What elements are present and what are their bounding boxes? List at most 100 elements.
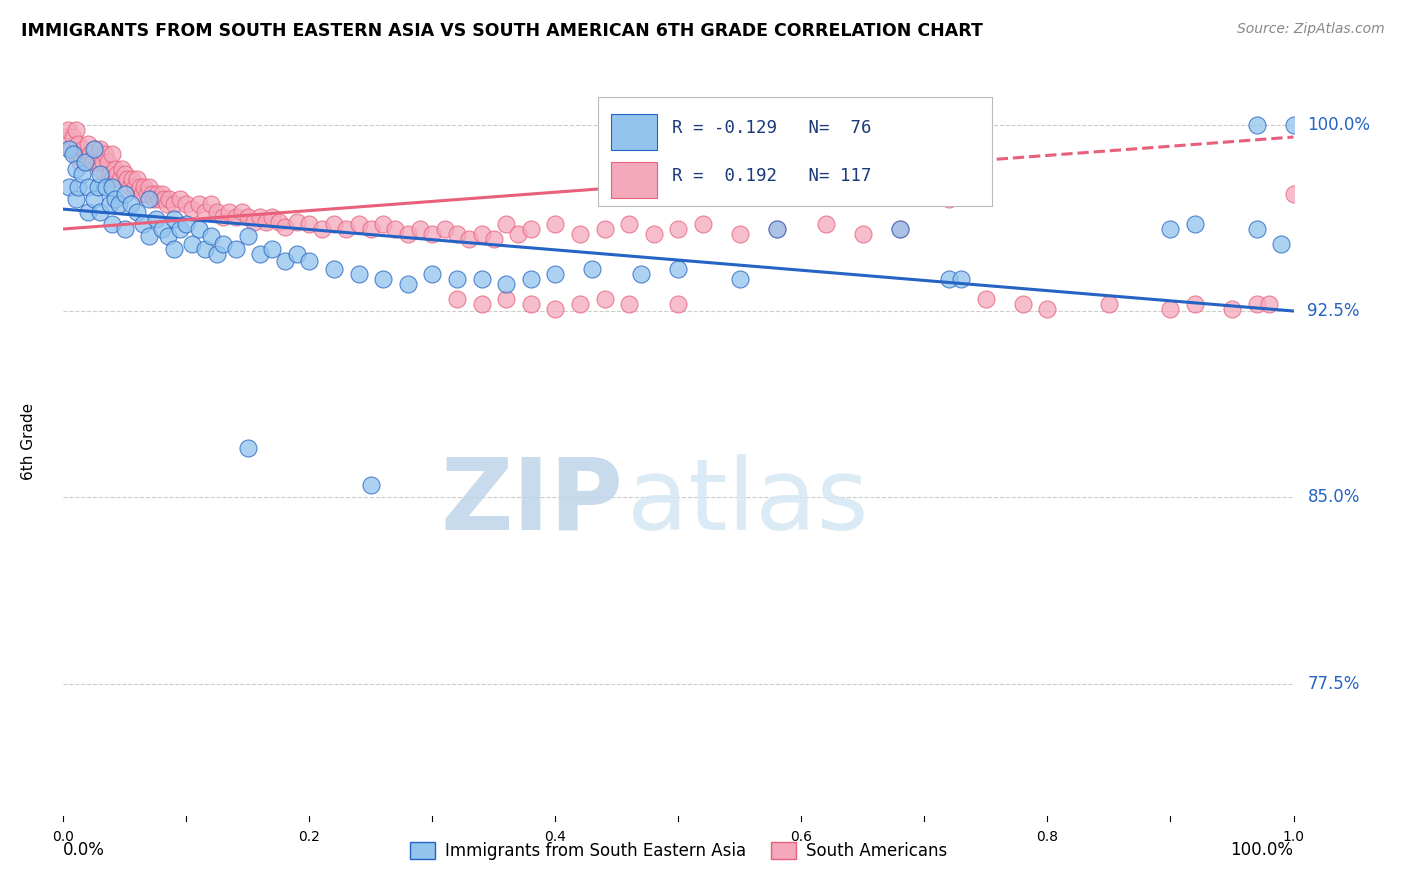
Point xyxy=(1246,118,1268,132)
Point xyxy=(446,227,468,241)
Text: IMMIGRANTS FROM SOUTH EASTERN ASIA VS SOUTH AMERICAN 6TH GRADE CORRELATION CHART: IMMIGRANTS FROM SOUTH EASTERN ASIA VS SO… xyxy=(21,22,983,40)
Point xyxy=(132,217,155,231)
Point xyxy=(187,222,209,236)
Point xyxy=(852,187,875,202)
Point xyxy=(98,197,121,211)
Point xyxy=(581,261,603,276)
Point xyxy=(62,130,84,145)
Point xyxy=(236,441,259,455)
FancyBboxPatch shape xyxy=(610,114,658,151)
Point xyxy=(150,222,173,236)
Point xyxy=(262,242,284,256)
Text: R = -0.129   N=  76: R = -0.129 N= 76 xyxy=(672,120,872,137)
Point xyxy=(67,179,90,194)
Point xyxy=(950,271,973,285)
Point xyxy=(568,296,591,310)
Point xyxy=(200,197,222,211)
Point xyxy=(249,210,271,224)
Point xyxy=(1246,296,1268,310)
FancyBboxPatch shape xyxy=(599,96,993,207)
Point xyxy=(87,154,110,169)
Point xyxy=(311,222,333,236)
Point xyxy=(128,179,150,194)
Point xyxy=(593,222,616,236)
Point xyxy=(544,301,567,316)
Point xyxy=(169,222,191,236)
Point xyxy=(728,227,751,241)
Point xyxy=(619,217,641,231)
Point xyxy=(852,227,875,241)
Point xyxy=(96,179,118,194)
Point xyxy=(1012,296,1035,310)
Point xyxy=(163,197,186,211)
Point xyxy=(89,204,111,219)
Point xyxy=(89,143,111,157)
Point xyxy=(87,179,110,194)
Point xyxy=(148,192,170,206)
Point xyxy=(1184,296,1206,310)
Point xyxy=(200,229,222,244)
Point xyxy=(544,217,567,231)
Point xyxy=(101,217,124,231)
Text: atlas: atlas xyxy=(627,454,869,550)
Point xyxy=(1098,296,1121,310)
Point xyxy=(104,162,127,177)
Point xyxy=(666,222,689,236)
Point xyxy=(114,187,136,202)
Point xyxy=(118,179,141,194)
Point xyxy=(298,254,321,268)
Point xyxy=(96,154,118,169)
Point xyxy=(446,292,468,306)
Point xyxy=(433,222,456,236)
Text: 85.0%: 85.0% xyxy=(1308,489,1360,507)
Legend: Immigrants from South Eastern Asia, South Americans: Immigrants from South Eastern Asia, Sout… xyxy=(404,836,953,867)
Point xyxy=(1282,118,1305,132)
Point xyxy=(114,167,136,181)
Point xyxy=(262,210,284,224)
Point xyxy=(243,214,266,228)
Text: 100.0%: 100.0% xyxy=(1230,840,1294,858)
Point xyxy=(75,154,97,169)
Point xyxy=(59,143,82,157)
Point xyxy=(409,222,432,236)
Point xyxy=(1270,236,1292,251)
Point xyxy=(65,122,87,136)
Point xyxy=(495,217,517,231)
Point xyxy=(422,267,444,281)
Text: 77.5%: 77.5% xyxy=(1308,675,1360,693)
Point xyxy=(360,478,382,492)
Point xyxy=(134,179,156,194)
Point xyxy=(520,296,543,310)
Point xyxy=(70,167,93,181)
Point xyxy=(1160,222,1182,236)
Point xyxy=(91,154,114,169)
Point xyxy=(205,247,228,261)
Point xyxy=(1184,217,1206,231)
Point xyxy=(974,292,997,306)
Point xyxy=(121,172,143,186)
Point xyxy=(938,192,960,206)
Point xyxy=(98,167,121,181)
Point xyxy=(84,143,107,157)
Point xyxy=(108,172,131,186)
Point xyxy=(101,147,124,161)
Point xyxy=(889,222,911,236)
Point xyxy=(520,222,543,236)
Point xyxy=(143,192,166,206)
Point xyxy=(323,217,346,231)
Point xyxy=(568,227,591,241)
Point xyxy=(371,271,394,285)
Point xyxy=(458,232,481,246)
Point xyxy=(205,204,228,219)
Point xyxy=(482,232,505,246)
Point xyxy=(360,222,382,236)
Point xyxy=(150,187,173,202)
Point xyxy=(1036,301,1059,316)
Point xyxy=(55,130,77,145)
Text: 0.0%: 0.0% xyxy=(63,840,105,858)
Point xyxy=(138,229,160,244)
Point xyxy=(225,242,247,256)
Point xyxy=(89,162,111,177)
Point xyxy=(82,154,104,169)
Point xyxy=(495,277,517,291)
